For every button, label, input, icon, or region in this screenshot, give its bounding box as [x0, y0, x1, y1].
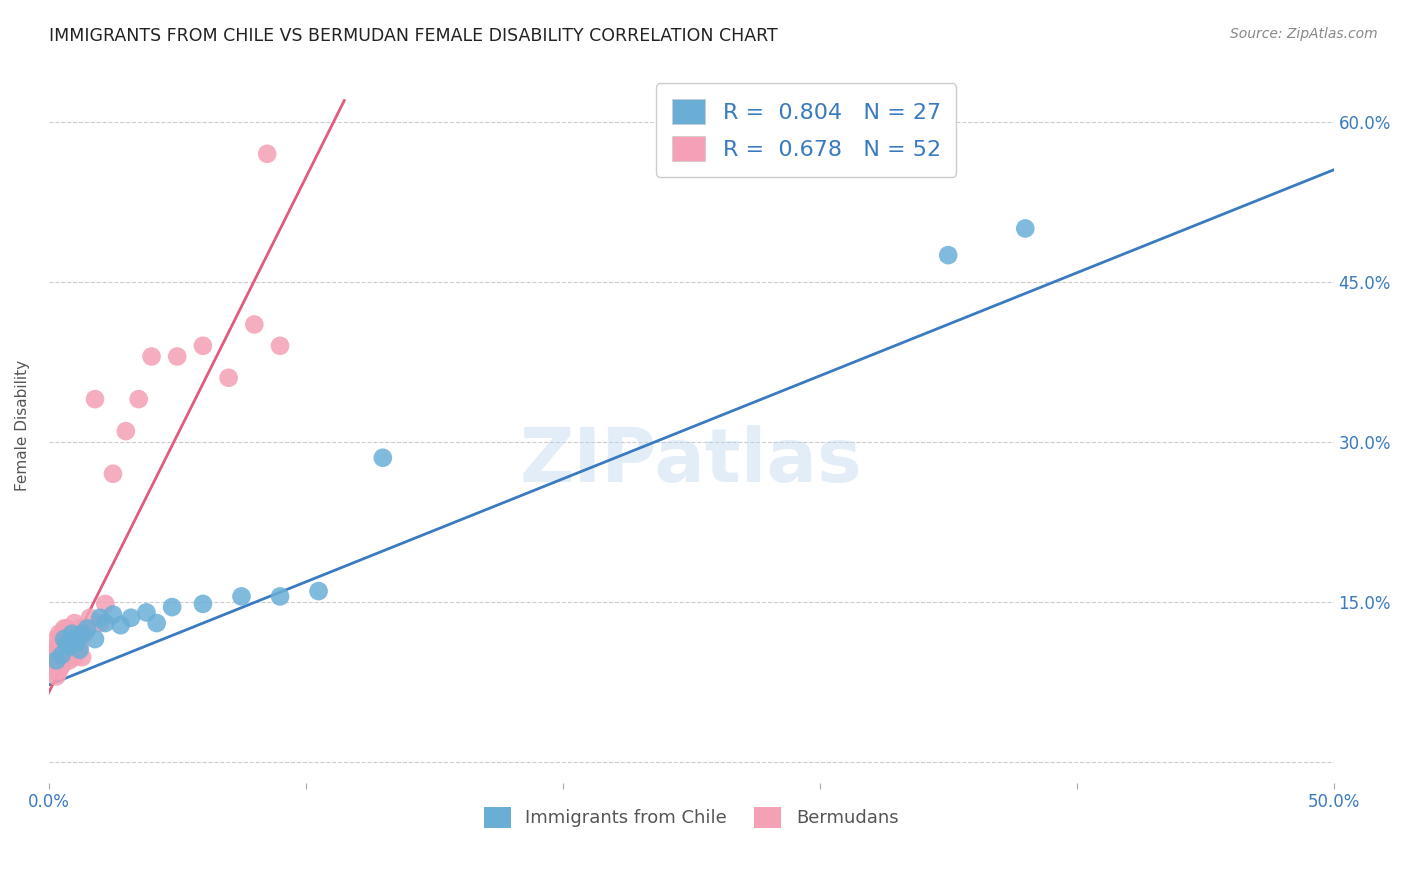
Point [84, 392, 107, 406]
Point [45, 640, 67, 654]
Point [63, 632, 86, 646]
Point [141, 350, 163, 364]
Point [115, 424, 138, 438]
Point [60, 629, 83, 643]
Point [48, 626, 70, 640]
Point [51, 629, 73, 643]
Point [66, 635, 89, 649]
Point [55, 632, 77, 646]
Point [63, 616, 86, 631]
Text: Source: ZipAtlas.com: Source: ZipAtlas.com [1230, 27, 1378, 41]
Point [371, 450, 394, 465]
Point [73, 626, 96, 640]
Point [53, 621, 76, 635]
Point [256, 146, 278, 161]
Point [42, 642, 65, 657]
Point [42, 664, 65, 678]
Point [191, 597, 214, 611]
Point [60, 642, 83, 657]
Point [53, 629, 76, 643]
Y-axis label: Female Disability: Female Disability [15, 360, 30, 491]
Point [269, 590, 291, 604]
Point [55, 637, 77, 651]
Point [58, 637, 80, 651]
Point [94, 597, 117, 611]
Point [166, 350, 188, 364]
Point [69, 621, 91, 635]
Point [94, 616, 117, 631]
Point [110, 618, 132, 632]
Point [41, 648, 63, 662]
Point [69, 642, 91, 657]
Point [48, 664, 70, 678]
Point [45, 632, 67, 646]
Point [243, 318, 266, 332]
Point [58, 653, 80, 667]
Point [69, 640, 91, 654]
Point [55, 621, 77, 635]
Point [89, 616, 111, 631]
Point [42, 653, 65, 667]
Point [135, 606, 157, 620]
Point [79, 611, 101, 625]
Point [76, 621, 98, 635]
Point [101, 607, 124, 622]
Point [231, 590, 253, 604]
Point [53, 640, 76, 654]
Text: IMMIGRANTS FROM CHILE VS BERMUDAN FEMALE DISABILITY CORRELATION CHART: IMMIGRANTS FROM CHILE VS BERMUDAN FEMALE… [49, 27, 778, 45]
Point [936, 248, 959, 262]
Text: ZIPatlas: ZIPatlas [520, 425, 862, 498]
Point [53, 653, 76, 667]
Point [48, 642, 70, 657]
Point [51, 635, 73, 649]
Point [58, 640, 80, 654]
Point [45, 669, 67, 683]
Point [58, 624, 80, 639]
Point [191, 339, 214, 353]
Point [48, 653, 70, 667]
Point [218, 371, 240, 385]
Point [51, 648, 73, 662]
Point [70, 650, 93, 665]
Point [51, 648, 73, 662]
Point [41, 658, 63, 673]
Point [101, 467, 124, 481]
Point [53, 632, 76, 646]
Point [66, 635, 89, 649]
Point [89, 611, 111, 625]
Point [63, 650, 86, 665]
Point [308, 584, 330, 599]
Point [51, 658, 73, 673]
Point [45, 658, 67, 673]
Point [160, 600, 183, 615]
Point [63, 637, 86, 651]
Point [145, 616, 167, 631]
Point [55, 648, 77, 662]
Point [269, 339, 291, 353]
Point [128, 392, 150, 406]
Point [84, 632, 107, 646]
Point [45, 653, 67, 667]
Point [70, 626, 93, 640]
Point [1014, 221, 1036, 235]
Legend: Immigrants from Chile, Bermudans: Immigrants from Chile, Bermudans [477, 799, 905, 835]
Point [60, 626, 83, 640]
Point [76, 621, 98, 635]
Point [120, 611, 142, 625]
